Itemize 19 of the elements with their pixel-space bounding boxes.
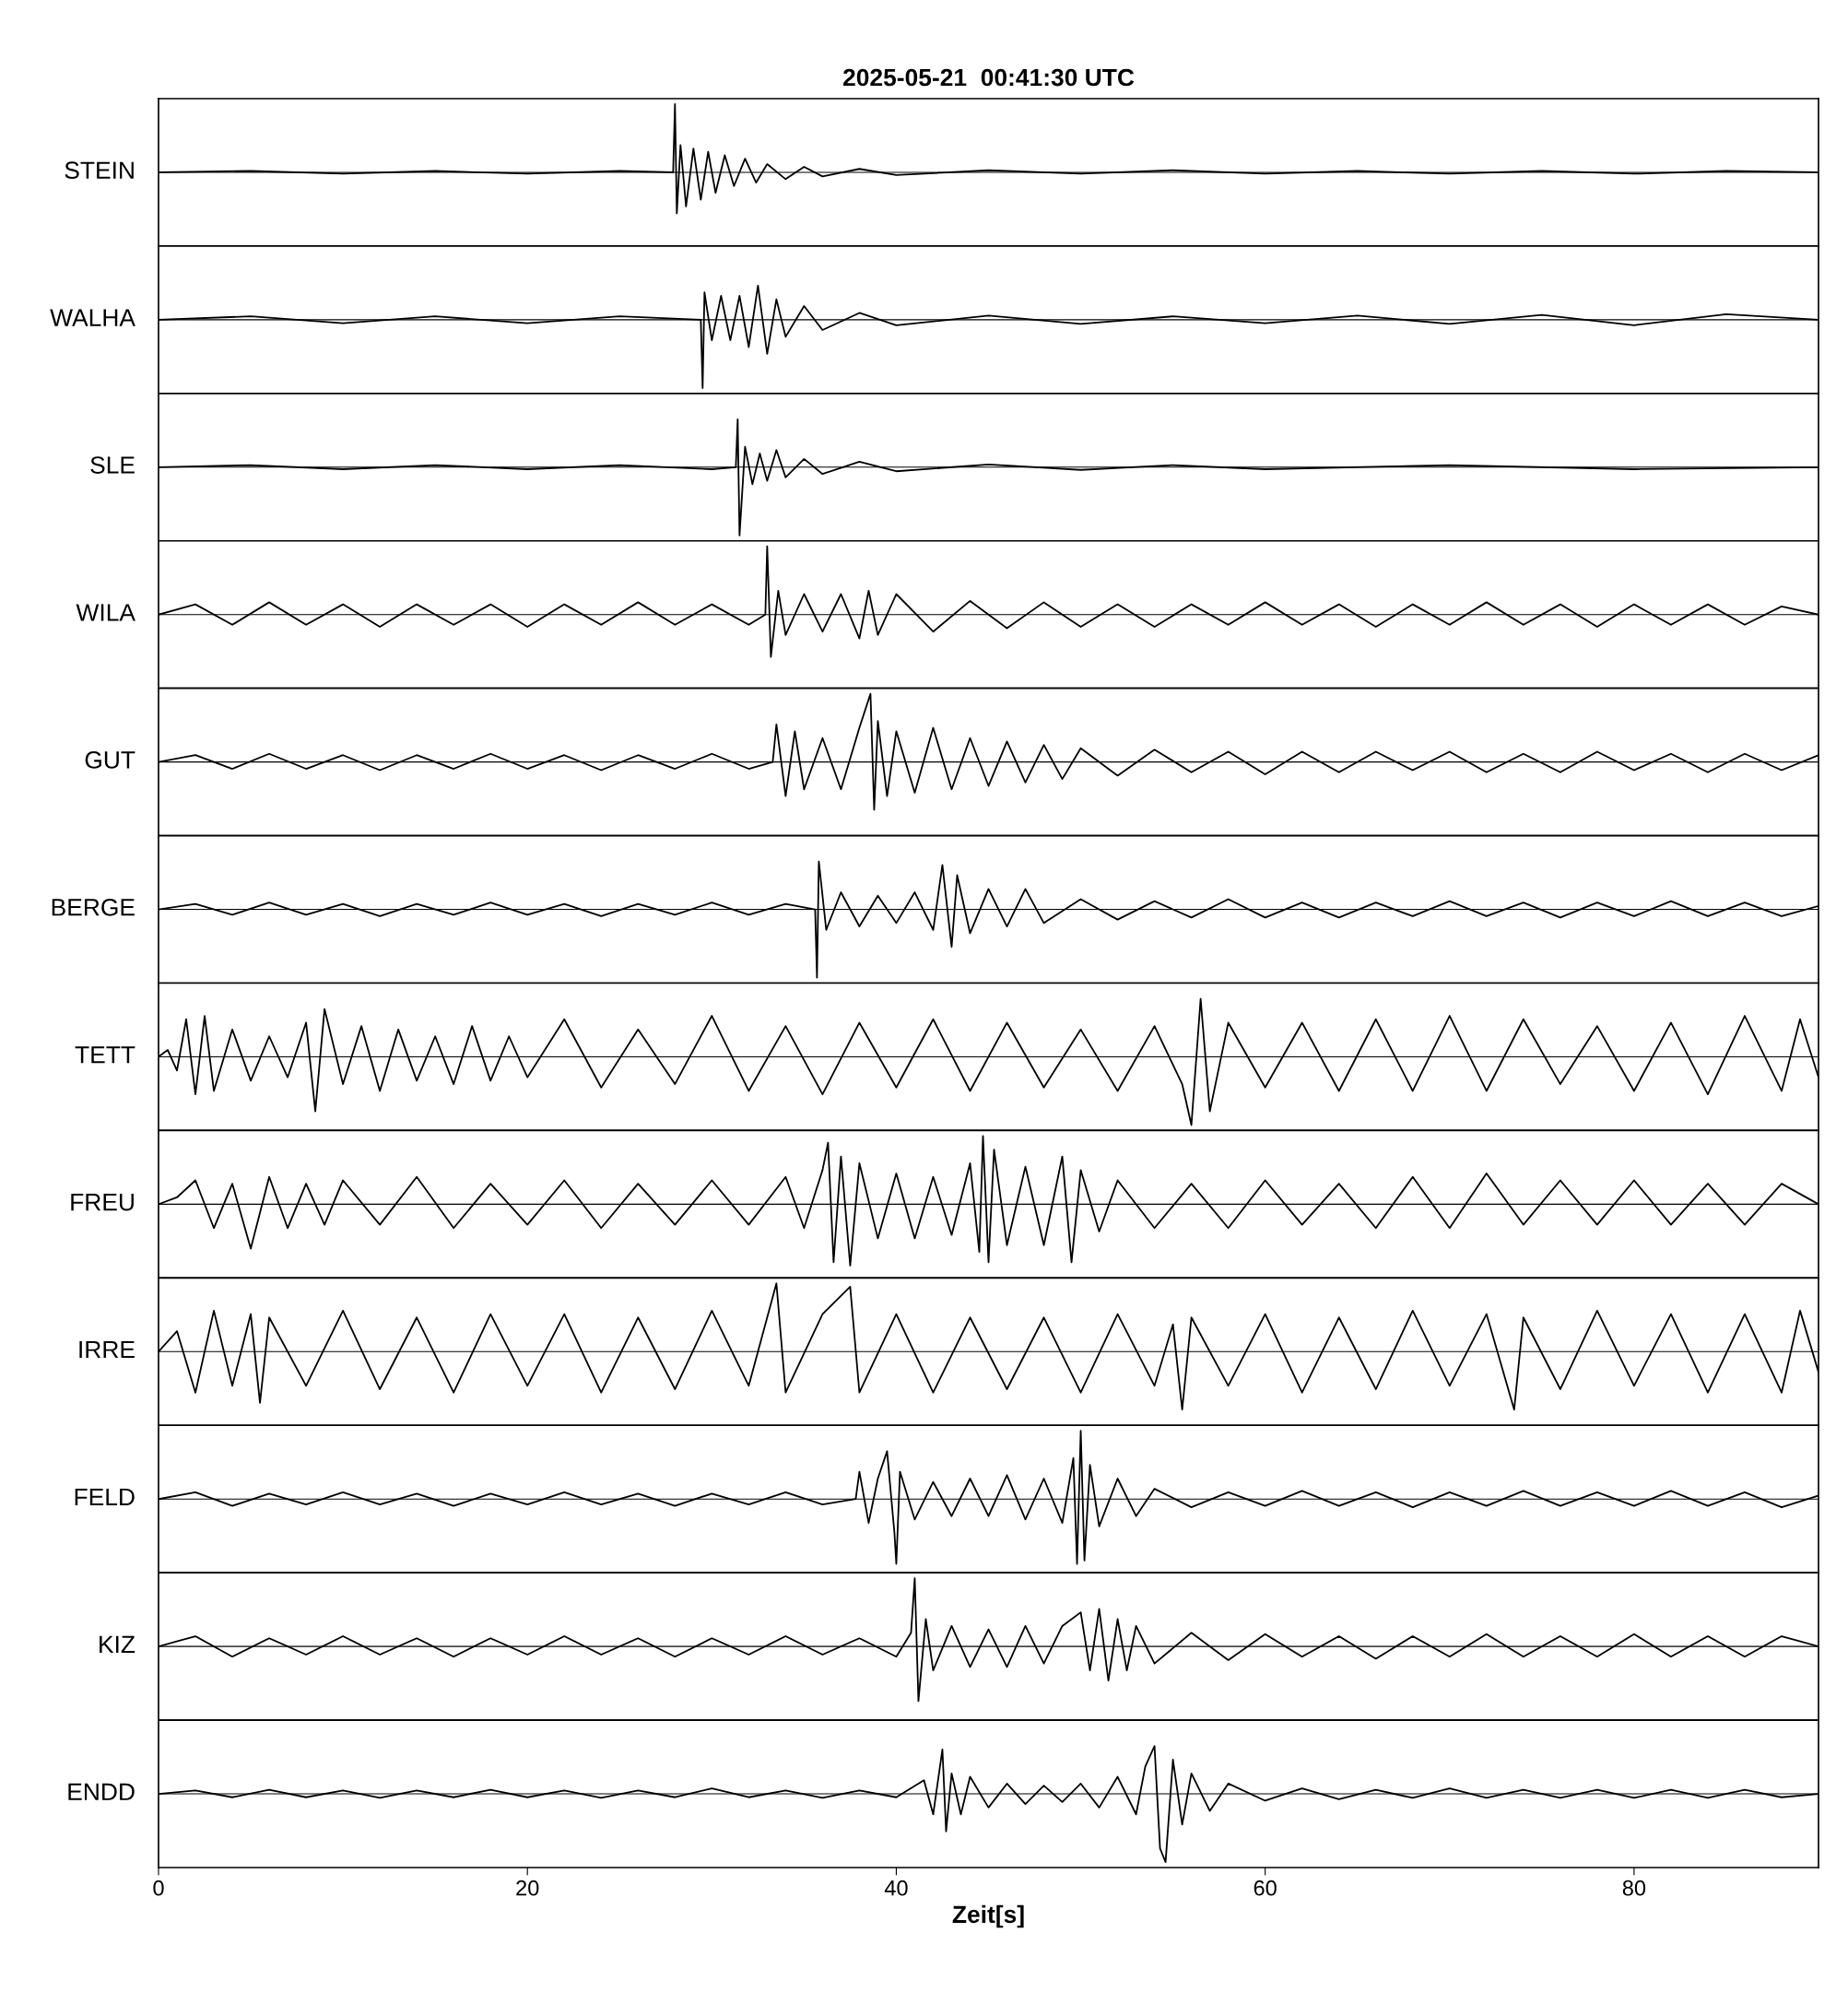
x-tick-label: 40 <box>884 1880 908 1896</box>
chart-title: 2025-05-21 00:41:30 UTC <box>843 68 1135 87</box>
y-axis-title: BERGE <box>52 898 135 916</box>
x-tick-label: 60 <box>1254 1880 1277 1896</box>
y-axis-title: FREU <box>71 1194 134 1211</box>
y-axis-title: ENDD <box>68 1783 135 1800</box>
y-axis-title: IRRE <box>79 1340 135 1359</box>
y-axis-title: STEIN <box>65 161 134 180</box>
x-tick-label: 80 <box>1622 1880 1646 1896</box>
y-axis-title: SLE <box>90 456 135 474</box>
x-tick-label: 20 <box>516 1880 539 1896</box>
y-axis-title: WALHA <box>50 309 135 326</box>
y-axis-title: WILA <box>76 604 135 621</box>
y-axis-title: TETT <box>75 1046 135 1064</box>
x-tick-label: 0 <box>153 1880 164 1896</box>
x-axis-title: Zeit[s] <box>952 1904 1024 1928</box>
y-axis-title: GUT <box>85 751 135 769</box>
y-axis-title: KIZ <box>100 1635 135 1653</box>
y-axis-title: FELD <box>75 1488 135 1506</box>
